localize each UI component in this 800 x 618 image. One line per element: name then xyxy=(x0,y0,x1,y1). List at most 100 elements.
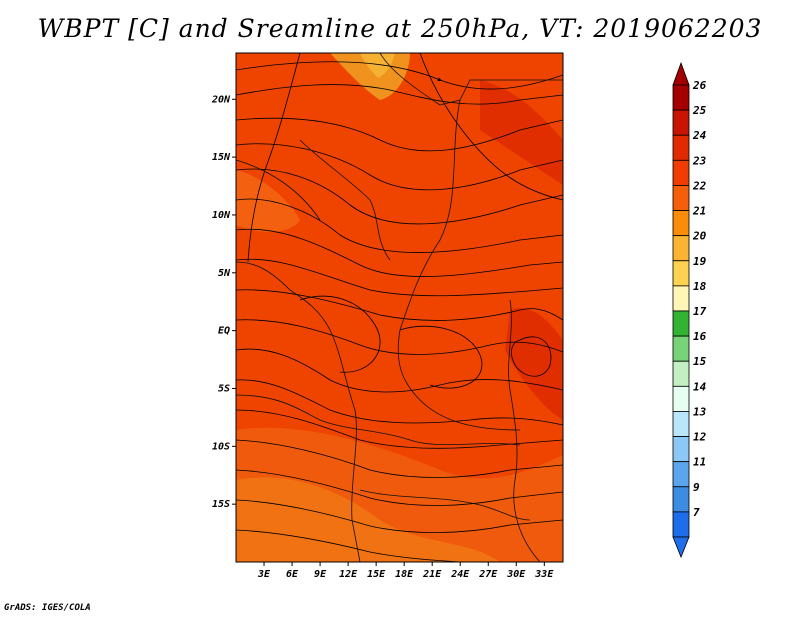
lon-tick-label: 30E xyxy=(506,569,526,580)
streamline xyxy=(510,336,552,377)
border-line xyxy=(236,159,321,221)
colorbar-segment xyxy=(672,210,690,237)
border-line xyxy=(397,99,521,431)
streamline xyxy=(236,469,563,506)
streamline xyxy=(236,84,563,105)
colorbar-label: 7 xyxy=(693,506,700,519)
streamline xyxy=(236,529,461,562)
border-line xyxy=(359,489,531,521)
colorbar-segment xyxy=(672,285,690,312)
lon-tick-label: 27E xyxy=(478,569,498,580)
colorbar-segment xyxy=(672,185,690,211)
lat-tick-label: EQ xyxy=(218,326,230,337)
colorbar-label: 18 xyxy=(693,280,707,293)
wbpt-zone-24-north xyxy=(480,80,563,185)
wbpt-zone-19 xyxy=(360,53,395,78)
colorbar-bottom-cap xyxy=(672,536,690,559)
colorbar-segment xyxy=(672,84,690,111)
colorbar-label: 26 xyxy=(692,79,707,92)
colorbar-label: 23 xyxy=(692,154,707,167)
streamlines xyxy=(236,53,563,562)
border-line xyxy=(508,299,541,562)
wbpt-zone-21 xyxy=(236,477,500,562)
map-frame xyxy=(235,52,564,563)
colorbar-label: 24 xyxy=(692,129,707,142)
colorbar-segment xyxy=(672,360,690,387)
streamline xyxy=(236,168,563,225)
colorbar-label: 16 xyxy=(693,330,707,343)
lon-tick-label: 33E xyxy=(534,569,554,580)
streamline xyxy=(236,319,563,355)
lon-tick-label: 9E xyxy=(314,569,327,580)
country-borders xyxy=(236,53,563,562)
streamline xyxy=(247,53,301,263)
colorbar-label: 12 xyxy=(693,431,707,444)
colorbar-label: 25 xyxy=(692,104,707,117)
lat-tick-label: 5N xyxy=(218,268,231,279)
streamline xyxy=(399,325,483,389)
lon-tick-label: 24E xyxy=(450,569,470,580)
colorbar-label: 17 xyxy=(693,305,707,318)
lon-tick-label: 21E xyxy=(422,569,442,580)
streamline xyxy=(236,258,563,297)
colorbar-label: 20 xyxy=(692,230,707,243)
colorbar-segment xyxy=(672,335,690,362)
streamline xyxy=(236,499,563,534)
streamline xyxy=(236,409,563,449)
colorbar-label: 21 xyxy=(692,205,706,218)
lon-tick-label: 12E xyxy=(339,569,358,580)
colorbar-segment xyxy=(672,436,690,463)
lon-tick-label: 6E xyxy=(286,569,299,580)
border-line xyxy=(299,139,391,261)
lat-tick-label: 15N xyxy=(212,152,231,163)
colorbar-segment xyxy=(672,461,690,488)
colorbar-label: 13 xyxy=(693,405,707,418)
streamline xyxy=(236,439,563,478)
streamline xyxy=(236,61,563,90)
map-figure: 20N 15N 10N 5N EQ 5S 10S 15S 3E 6E 9E 12E 15E 18E 21E 2… xyxy=(211,52,707,580)
colorbar-segment xyxy=(672,385,690,412)
streamline xyxy=(236,379,563,426)
lat-tick-label: 20N xyxy=(211,94,231,105)
streamline xyxy=(419,53,563,201)
lat-tick-label: 10N xyxy=(212,210,231,221)
streamline xyxy=(236,117,563,152)
map-title: WBPT [C] and Sreamline at 250hPa, VT: 20… xyxy=(37,14,763,43)
colorbar-label: 11 xyxy=(693,456,706,469)
streamline xyxy=(236,289,563,321)
border-line xyxy=(236,261,361,562)
colorbar-segment xyxy=(672,260,690,287)
grads-credit: GrADS: IGES/COLA xyxy=(4,603,91,613)
wbpt-field xyxy=(236,53,563,562)
colorbar-label: 19 xyxy=(693,255,707,268)
colorbar-segment xyxy=(672,310,690,337)
border-line xyxy=(379,53,563,106)
streamline xyxy=(236,228,563,277)
lat-tick-label: 10S xyxy=(212,441,230,452)
lat-tick-label: 15S xyxy=(212,499,230,510)
colorbar-label: 9 xyxy=(693,481,700,494)
colorbar-top-cap xyxy=(672,61,690,86)
colorbar-segment xyxy=(672,411,690,437)
colorbar-segment xyxy=(672,511,690,538)
colorbar-segment xyxy=(672,486,690,513)
colorbar-segment xyxy=(672,235,690,262)
colorbar-segment xyxy=(672,134,690,161)
colorbar: 26 25 24 23 22 21 20 19 18 17 16 15 14 13 12 11 9 7 xyxy=(672,61,707,559)
streamline xyxy=(236,143,563,191)
colorbar-segment xyxy=(672,159,690,186)
lon-tick-label: 3E xyxy=(257,569,271,580)
lon-tick-label: 15E xyxy=(367,569,386,580)
axis-ticks: 20N 15N 10N 5N EQ 5S 10S 15S 3E 6E 9E 12E 15E 18E 21E 2… xyxy=(211,94,554,580)
streamline xyxy=(299,295,381,373)
colorbar-label: 15 xyxy=(693,355,707,368)
streamline xyxy=(236,198,563,253)
wbpt-zone-24-east xyxy=(505,307,563,420)
streamline xyxy=(236,348,563,393)
colorbar-label: 22 xyxy=(692,179,707,192)
colorbar-segment xyxy=(672,109,690,136)
lon-tick-label: 18E xyxy=(395,569,414,580)
lat-tick-label: 5S xyxy=(218,383,230,394)
border-line xyxy=(236,394,521,446)
colorbar-label: 14 xyxy=(693,380,707,393)
